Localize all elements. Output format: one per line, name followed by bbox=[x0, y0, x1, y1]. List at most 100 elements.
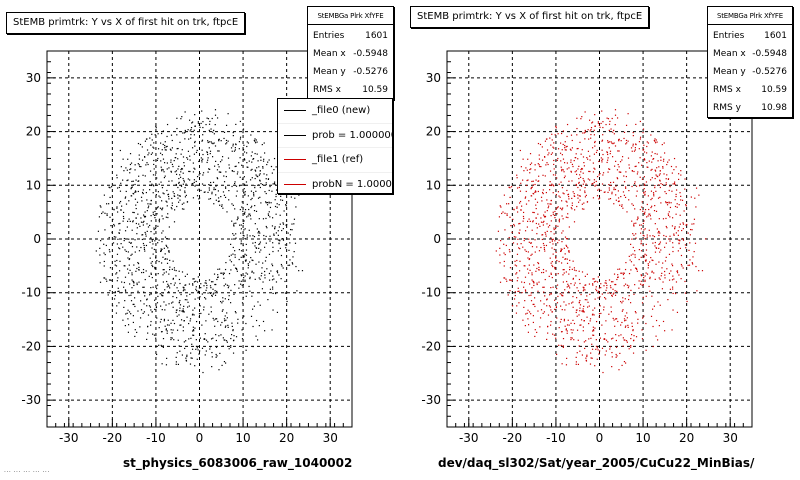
scatter-point bbox=[523, 237, 525, 240]
scatter-point bbox=[183, 305, 185, 307]
scatter-point bbox=[183, 311, 185, 313]
scatter-point bbox=[191, 357, 193, 359]
scatter-point bbox=[633, 335, 635, 337]
scatter-point bbox=[147, 154, 149, 156]
scatter-point bbox=[193, 278, 195, 280]
scatter-point bbox=[608, 147, 610, 149]
scatter-point bbox=[298, 194, 300, 196]
scatter-point bbox=[564, 309, 566, 311]
scatter-point bbox=[631, 325, 633, 328]
scatter-point bbox=[231, 203, 233, 205]
scatter-point bbox=[192, 309, 194, 311]
scatter-point bbox=[530, 188, 532, 190]
scatter-point bbox=[182, 330, 184, 332]
scatter-point bbox=[608, 198, 610, 200]
scatter-point bbox=[637, 217, 639, 219]
scatter-point bbox=[618, 335, 620, 337]
scatter-point bbox=[190, 337, 192, 339]
scatter-point bbox=[615, 160, 617, 162]
scatter-point bbox=[565, 149, 567, 151]
scatter-point bbox=[142, 174, 144, 176]
scatter-point bbox=[231, 150, 233, 152]
scatter-point bbox=[587, 150, 590, 152]
scatter-point bbox=[259, 179, 261, 181]
scatter-point bbox=[658, 166, 660, 168]
scatter-point bbox=[581, 271, 584, 273]
scatter-point bbox=[608, 168, 610, 170]
scatter-point bbox=[183, 162, 185, 164]
scatter-point bbox=[565, 328, 567, 330]
scatter-point bbox=[537, 213, 539, 215]
scatter-point bbox=[562, 130, 565, 132]
scatter-point bbox=[113, 208, 115, 210]
scatter-point bbox=[150, 293, 152, 295]
scatter-point bbox=[178, 278, 181, 281]
scatter-point bbox=[189, 130, 191, 132]
scatter-point bbox=[526, 169, 528, 171]
scatter-point bbox=[567, 213, 569, 215]
scatter-point bbox=[562, 169, 564, 171]
scatter-point bbox=[271, 225, 274, 227]
scatter-point bbox=[538, 281, 540, 283]
scatter-point bbox=[175, 363, 177, 365]
scatter-point bbox=[222, 297, 224, 299]
scatter-point bbox=[114, 294, 116, 297]
scatter-point bbox=[534, 335, 536, 338]
scatter-point bbox=[605, 298, 607, 300]
scatter-point bbox=[656, 228, 658, 230]
scatter-point bbox=[531, 180, 533, 183]
scatter-point bbox=[628, 189, 630, 192]
scatter-point bbox=[150, 273, 152, 275]
scatter-point bbox=[560, 250, 562, 252]
scatter-point bbox=[179, 310, 181, 312]
scatter-point bbox=[151, 311, 153, 313]
scatter-point bbox=[675, 281, 678, 283]
scatter-point bbox=[194, 327, 196, 329]
scatter-point bbox=[611, 295, 613, 297]
scatter-point bbox=[542, 271, 545, 274]
scatter-point bbox=[177, 197, 179, 199]
scatter-point bbox=[648, 213, 650, 215]
scatter-point bbox=[222, 300, 224, 302]
scatter-point bbox=[186, 295, 188, 297]
scatter-point bbox=[570, 338, 572, 341]
scatter-point bbox=[131, 274, 133, 276]
scatter-point bbox=[118, 290, 120, 292]
scatter-point bbox=[606, 151, 609, 154]
scatter-point bbox=[618, 138, 620, 140]
scatter-point bbox=[243, 229, 245, 231]
scatter-point bbox=[614, 318, 617, 320]
scatter-point bbox=[130, 187, 133, 189]
scatter-point bbox=[158, 327, 160, 329]
scatter-point bbox=[537, 163, 539, 165]
scatter-point bbox=[170, 302, 173, 304]
scatter-point bbox=[221, 156, 224, 158]
scatter-point bbox=[271, 286, 274, 288]
x-tick-label: 10 bbox=[235, 431, 250, 445]
scatter-point bbox=[665, 192, 667, 195]
scatter-point bbox=[233, 264, 235, 266]
scatter-point bbox=[157, 242, 159, 244]
scatter-point bbox=[205, 280, 207, 282]
scatter-point bbox=[243, 255, 245, 257]
scatter-point bbox=[177, 201, 180, 203]
legend-label: _file1 (ref) bbox=[312, 154, 364, 166]
scatter-point bbox=[264, 152, 266, 154]
scatter-point bbox=[618, 139, 620, 141]
scatter-point bbox=[188, 338, 190, 340]
scatter-point bbox=[167, 216, 169, 219]
scatter-point bbox=[172, 260, 174, 262]
scatter-point bbox=[555, 224, 557, 227]
scatter-point bbox=[152, 211, 154, 213]
scatter-point bbox=[521, 205, 523, 207]
scatter-point bbox=[550, 320, 552, 323]
scatter-point bbox=[666, 163, 668, 166]
scatter-point bbox=[149, 184, 151, 186]
scatter-point bbox=[566, 286, 568, 288]
scatter-point bbox=[124, 249, 126, 251]
scatter-point bbox=[552, 238, 554, 240]
scatter-point bbox=[664, 260, 667, 262]
scatter-point bbox=[108, 279, 111, 281]
scatter-point bbox=[168, 273, 170, 275]
scatter-point bbox=[608, 129, 610, 131]
